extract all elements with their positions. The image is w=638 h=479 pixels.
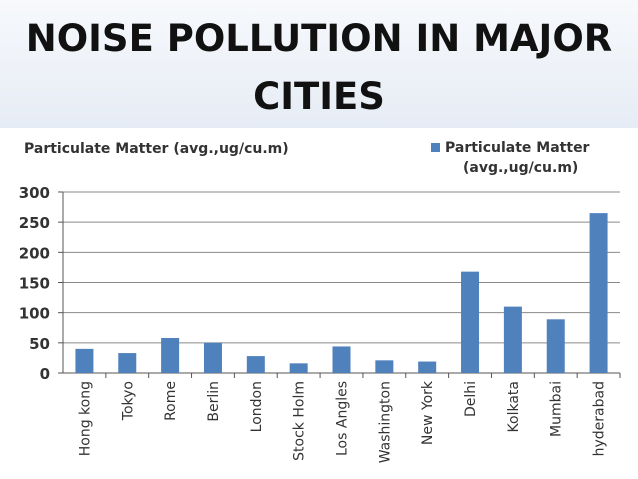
- bar: [289, 363, 308, 373]
- slide-header: NOISE POLLUTION IN MAJOR CITIES: [0, 0, 638, 128]
- y-tick-label: 250: [19, 214, 50, 232]
- slide-title-text: NOISE POLLUTION IN MAJOR CITIES: [25, 17, 613, 118]
- bar: [246, 356, 265, 373]
- x-tick-label: hyderabad: [592, 381, 608, 456]
- x-tick-label: Tokyo: [120, 381, 136, 421]
- bar-chart: Particulate Matter (avg.,ug/cu.m) Partic…: [19, 140, 621, 463]
- x-tick-label: Rome: [163, 381, 179, 421]
- x-tick-label: Berlin: [206, 381, 222, 422]
- bar: [589, 213, 608, 373]
- bar: [418, 361, 437, 373]
- x-tick-label: Mumbai: [549, 381, 565, 437]
- bar: [503, 306, 522, 373]
- bar: [75, 348, 94, 373]
- bar: [546, 319, 565, 373]
- chart-legend: Particulate Matter (avg.,ug/cu.m): [431, 140, 590, 176]
- y-tick-label: 200: [19, 244, 50, 262]
- legend-label-line2: (avg.,ug/cu.m): [463, 160, 578, 176]
- x-tick-label: New York: [420, 380, 436, 445]
- bar: [161, 338, 180, 373]
- x-tick-label: Washington: [377, 381, 393, 463]
- x-tick-label: London: [249, 381, 265, 432]
- y-tick-label: 50: [29, 335, 50, 353]
- legend-label-line1: Particulate Matter: [445, 140, 590, 156]
- bar: [118, 353, 137, 373]
- legend-swatch: [431, 143, 440, 152]
- x-tick-label: Stock Holm: [292, 381, 308, 461]
- y-tick-label: 100: [19, 305, 50, 323]
- slide-title: NOISE POLLUTION IN MAJOR CITIES: [0, 10, 638, 126]
- y-tick-label: 150: [19, 275, 50, 293]
- bar: [461, 271, 480, 373]
- chart-title: Particulate Matter (avg.,ug/cu.m): [24, 141, 289, 157]
- bar: [203, 342, 222, 373]
- bar: [332, 346, 351, 373]
- bar: [375, 360, 394, 373]
- x-tick-label: Hong kong: [77, 381, 93, 456]
- plot-area: 0 50 100 150 200 250 300 Hong kong Tokyo Rome Berl…: [19, 184, 621, 463]
- x-tick-label: Kolkata: [506, 381, 522, 432]
- y-tick-label: 300: [19, 184, 50, 202]
- y-tick-label: 0: [40, 365, 50, 383]
- x-tick-label: Los Angles: [335, 381, 351, 456]
- x-tick-label: Delhi: [463, 381, 479, 417]
